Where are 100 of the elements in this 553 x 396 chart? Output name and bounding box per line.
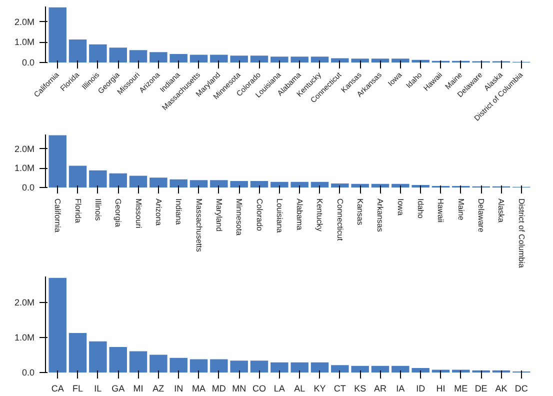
bar xyxy=(190,54,208,62)
y-tick-label: 0.0 xyxy=(22,58,35,68)
bar xyxy=(150,178,168,188)
x-tick-label: IL xyxy=(94,384,102,394)
bar xyxy=(290,56,308,62)
bar xyxy=(392,366,410,372)
x-tick-label: MA xyxy=(192,384,206,394)
y-tick-label: 2.0M xyxy=(14,144,35,154)
x-tick-label: Maryland xyxy=(214,198,224,232)
x-tick-label: IN xyxy=(174,384,184,394)
x-tick-label: Hawaii xyxy=(436,198,446,223)
x-tick-label: IA xyxy=(396,384,405,394)
bar xyxy=(432,370,450,372)
bar xyxy=(48,7,66,62)
x-tick-label: KS xyxy=(354,384,366,394)
bar xyxy=(109,347,127,372)
x-tick-label: CT xyxy=(334,384,346,394)
bar xyxy=(371,184,390,188)
bar xyxy=(310,182,329,188)
bar xyxy=(190,180,208,188)
bar xyxy=(210,359,228,372)
bar xyxy=(270,362,288,372)
bar xyxy=(331,183,349,188)
x-tick-label: Kansas xyxy=(356,198,365,226)
y-tick-label: 1.0M xyxy=(14,332,35,343)
bar xyxy=(170,358,188,372)
bar xyxy=(310,56,329,62)
x-tick-label: Kentucky xyxy=(315,198,324,232)
bar xyxy=(230,56,248,62)
bar xyxy=(250,360,268,372)
x-tick-label: CA xyxy=(51,384,64,394)
bar xyxy=(452,370,470,372)
x-tick-label: GA xyxy=(112,384,125,394)
bar xyxy=(310,362,329,372)
x-tick-label: CO xyxy=(252,384,266,394)
bar xyxy=(351,366,369,372)
x-tick-label: AZ xyxy=(152,384,165,394)
x-tick-label: Minnesota xyxy=(234,198,244,236)
bar xyxy=(250,56,268,62)
y-tick-label: 0.0 xyxy=(22,368,35,378)
bar xyxy=(150,52,168,62)
x-tick-label: Louisiana xyxy=(274,198,284,234)
bar xyxy=(210,54,228,62)
x-tick-label: LA xyxy=(274,384,285,394)
x-tick-label: MD xyxy=(212,384,226,394)
x-tick-label: MI xyxy=(133,384,144,394)
bar xyxy=(270,182,288,188)
x-tick-label: Maine xyxy=(456,198,466,221)
x-tick-label: Arkansas xyxy=(376,198,385,232)
y-tick-label: 0.0 xyxy=(22,182,35,192)
bar xyxy=(351,58,369,62)
bar xyxy=(270,56,288,62)
bar xyxy=(89,170,107,188)
x-tick-label: Indiana xyxy=(174,198,184,226)
bar xyxy=(371,366,390,372)
y-tick-label: 2.0M xyxy=(14,16,35,27)
x-tick-label: AK xyxy=(495,384,508,394)
x-tick-label: AL xyxy=(294,384,306,394)
x-tick-label: Georgia xyxy=(114,198,123,228)
x-tick-label: Missouri xyxy=(134,198,143,229)
x-tick-label: Delaware xyxy=(476,198,486,233)
bar xyxy=(290,362,308,372)
y-tick-label: 1.0M xyxy=(14,163,35,174)
bar xyxy=(351,184,369,188)
bar xyxy=(210,180,228,188)
bar xyxy=(290,182,308,188)
x-tick-label: Massachusetts xyxy=(194,198,204,252)
bar xyxy=(392,58,410,62)
x-tick-label: KY xyxy=(314,384,326,394)
bar xyxy=(412,184,430,188)
x-tick-label: MN xyxy=(232,384,246,394)
x-tick-label: AR xyxy=(374,384,387,394)
bar xyxy=(250,180,268,188)
y-tick-label: 2.0M xyxy=(14,298,35,308)
bar xyxy=(230,360,248,372)
x-tick-label: ME xyxy=(454,384,468,394)
x-tick-label: Colorado xyxy=(254,198,264,232)
x-tick-label: ID xyxy=(416,384,426,394)
bar xyxy=(331,58,349,62)
x-tick-label: Connecticut xyxy=(335,198,344,242)
bar xyxy=(129,50,148,62)
bar xyxy=(48,135,66,188)
x-tick-label: Alaska xyxy=(496,198,506,224)
x-tick-label: Florida xyxy=(73,198,82,224)
x-tick-label: HI xyxy=(436,384,446,394)
bar xyxy=(170,179,188,188)
bar xyxy=(412,368,430,372)
bar xyxy=(129,351,148,372)
x-tick-label: DE xyxy=(474,384,488,394)
x-tick-label: Arizona xyxy=(154,198,163,226)
bar xyxy=(109,173,127,188)
bar xyxy=(68,333,87,372)
bar xyxy=(109,48,127,62)
bar xyxy=(48,278,66,372)
x-tick-label: District of Columbia xyxy=(516,198,526,268)
bar xyxy=(412,60,430,62)
x-tick-label: California xyxy=(53,198,62,233)
bar xyxy=(331,365,349,372)
x-tick-label: Illinois xyxy=(93,198,102,221)
y-tick-label: 1.0M xyxy=(14,37,35,48)
